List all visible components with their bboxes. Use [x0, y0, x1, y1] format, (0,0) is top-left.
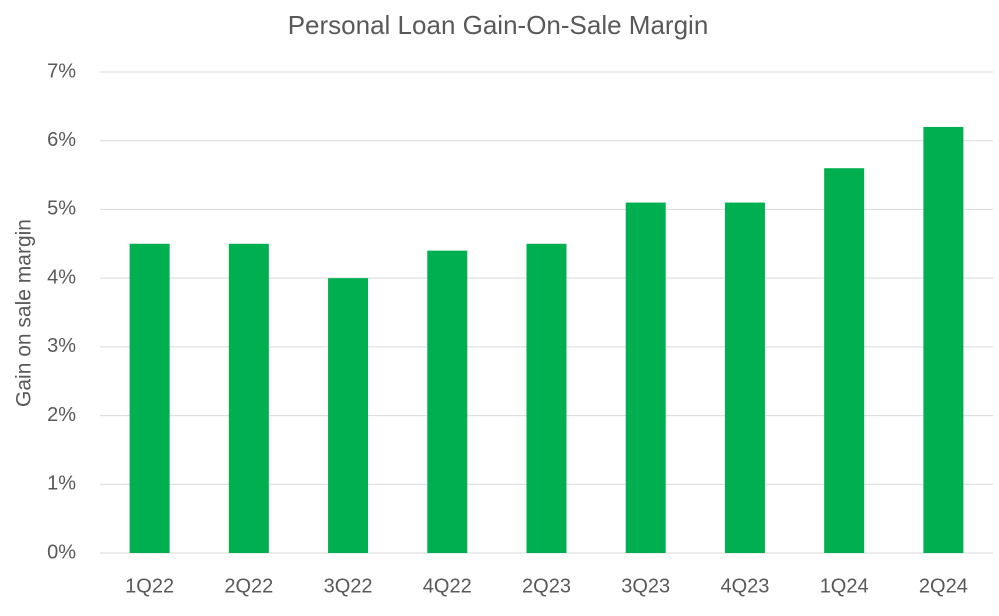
bar [129, 243, 170, 554]
bar [923, 126, 964, 553]
x-tick-label: 3Q23 [621, 575, 670, 597]
x-tick-label: 4Q23 [720, 575, 769, 597]
y-axis-label: Gain on sale margin [13, 219, 36, 407]
bar [328, 278, 369, 553]
x-tick-label: 2Q24 [919, 575, 968, 597]
x-tick-label: 4Q22 [423, 575, 472, 597]
x-tick-label: 2Q22 [224, 575, 273, 597]
x-tick-label: 3Q22 [324, 575, 373, 597]
y-tick-label: 1% [47, 473, 76, 495]
bar [427, 250, 468, 553]
x-tick-label: 1Q24 [820, 575, 869, 597]
bar [824, 168, 865, 553]
y-tick-label: 4% [47, 266, 76, 288]
y-tick-label: 6% [47, 129, 76, 151]
bar [625, 202, 666, 554]
x-tick-label: 2Q23 [522, 575, 571, 597]
bar [228, 243, 269, 554]
y-tick-label: 0% [47, 541, 76, 563]
bar [724, 202, 765, 554]
chart-title: Personal Loan Gain-On-Sale Margin [288, 10, 709, 40]
y-tick-label: 2% [47, 404, 76, 426]
x-tick-label: 1Q22 [125, 575, 174, 597]
y-tick-label: 3% [47, 335, 76, 357]
bar [526, 243, 567, 554]
y-tick-label: 7% [47, 60, 76, 82]
y-tick-label: 5% [47, 198, 76, 220]
